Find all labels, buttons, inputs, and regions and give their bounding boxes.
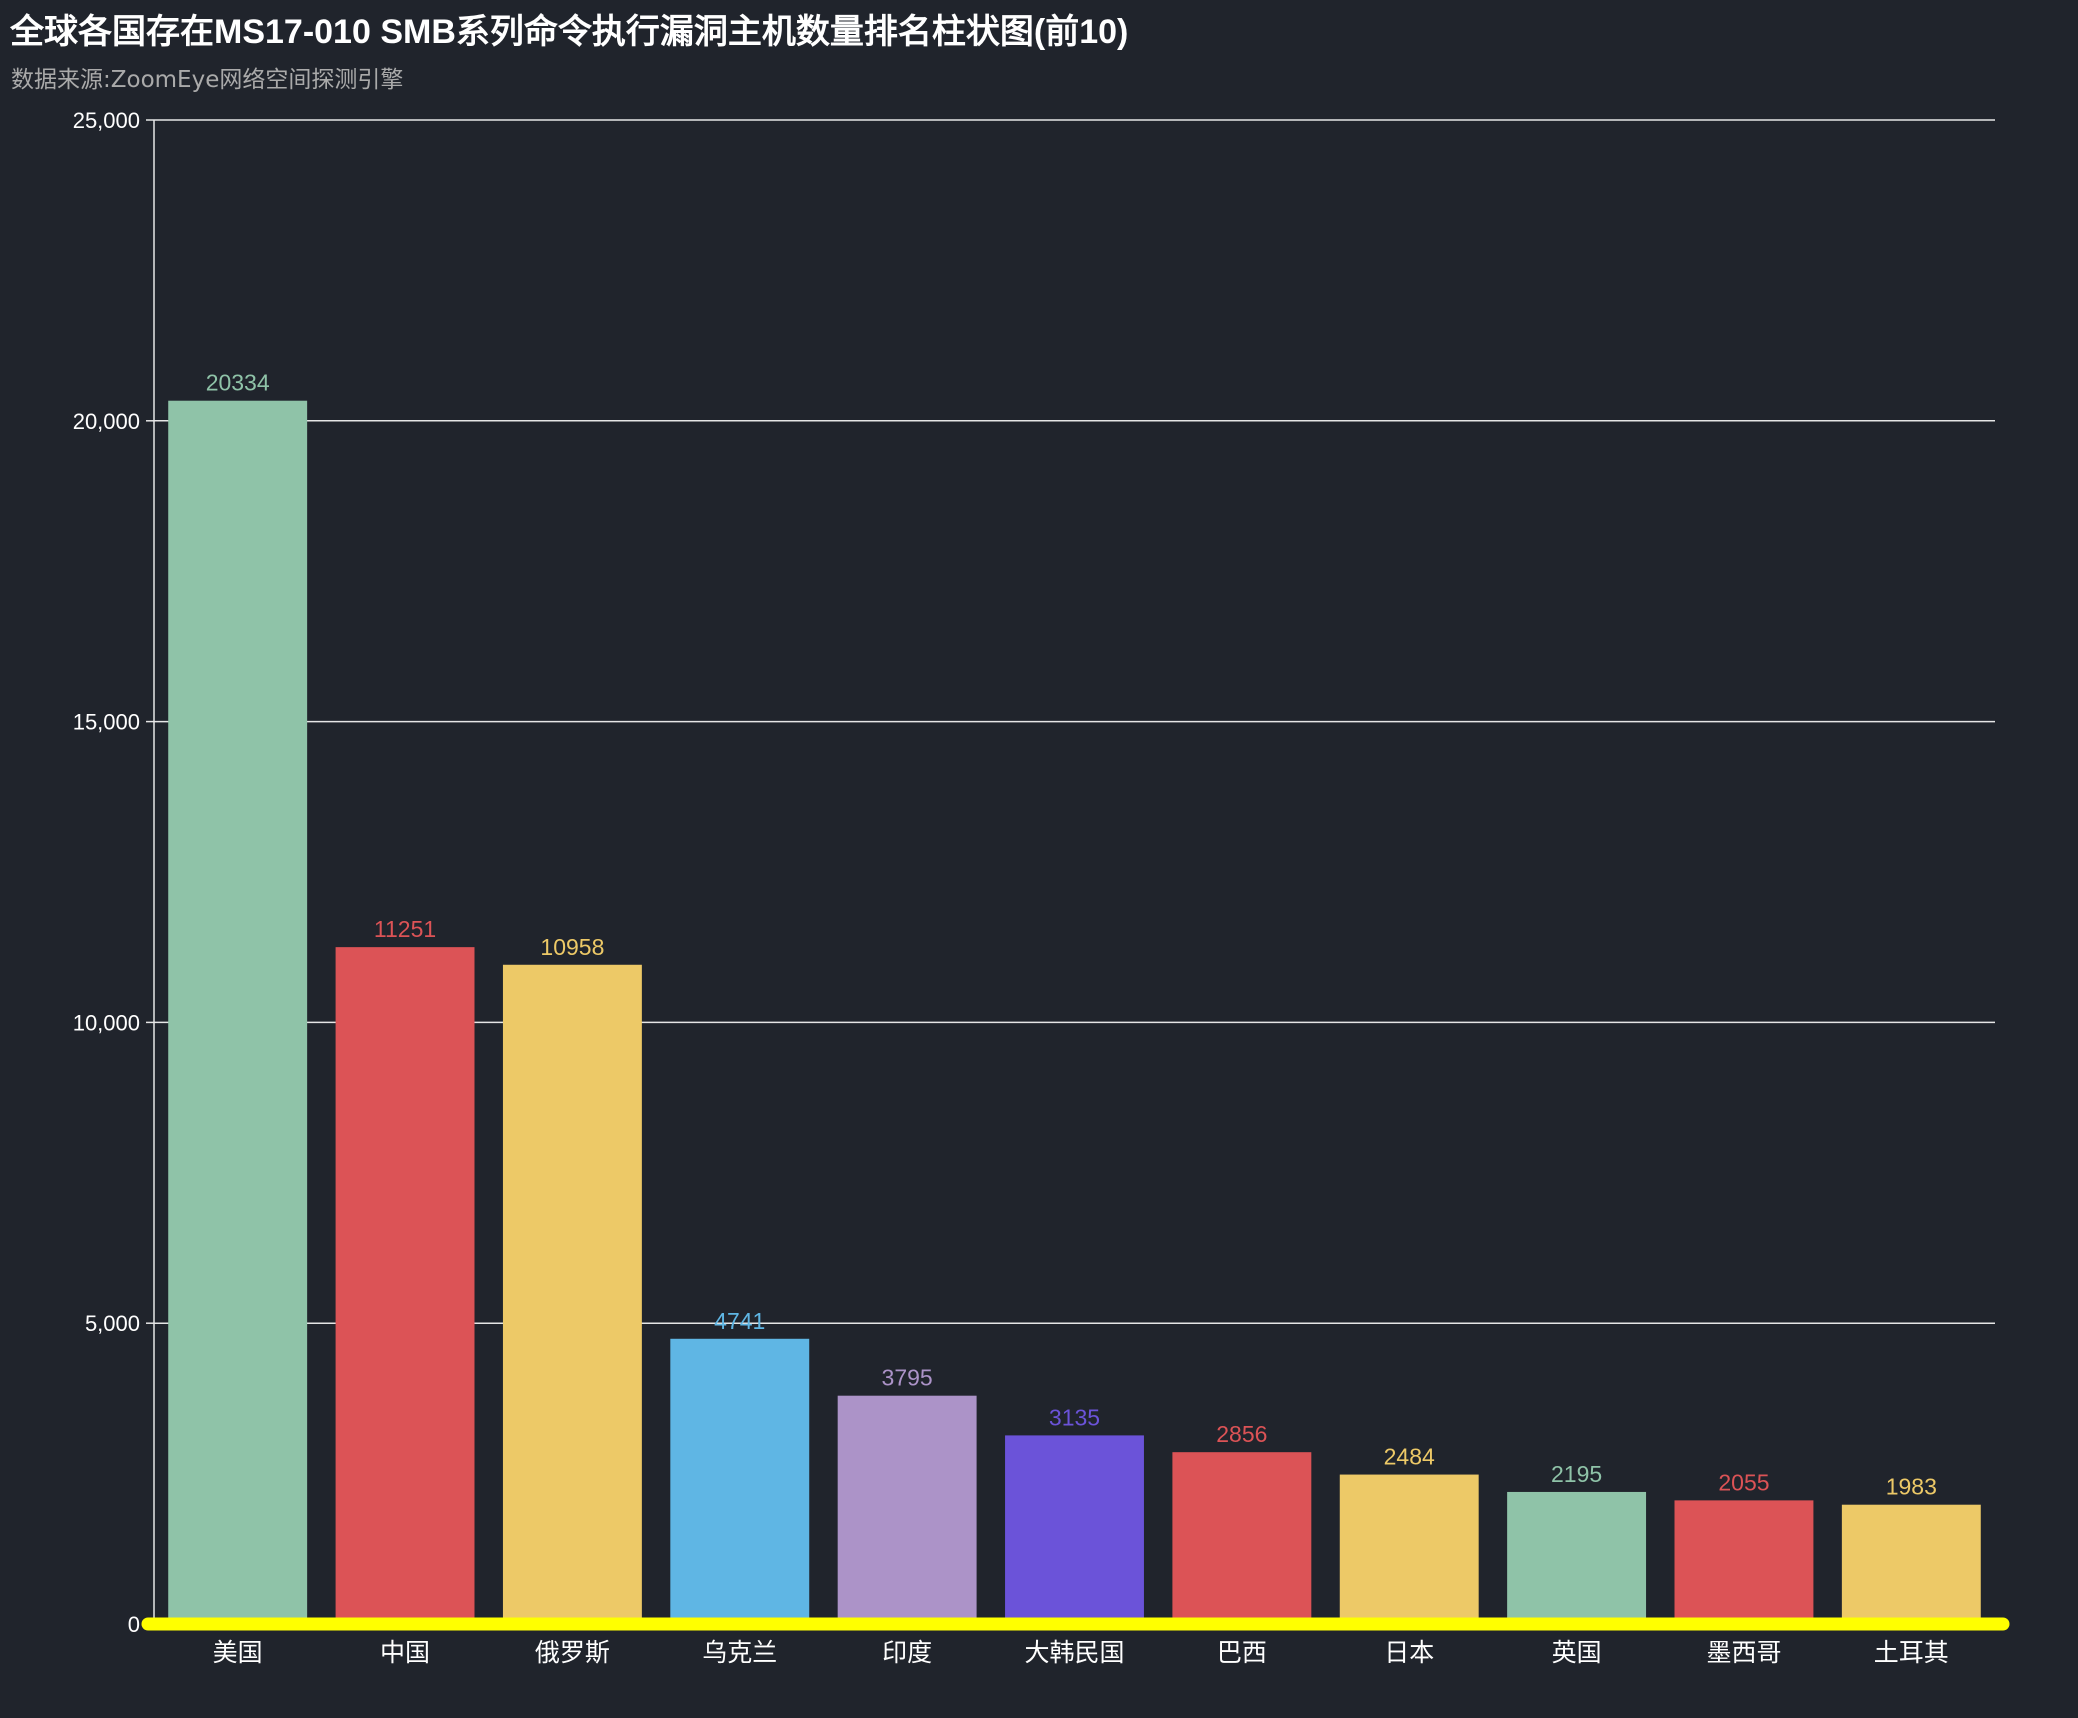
x-tick-label: 印度	[882, 1639, 932, 1667]
bar-value-label: 2856	[1216, 1421, 1267, 1447]
y-axis: 0 5,000 10,000 15,000 20,000 25,000	[73, 108, 155, 1637]
bar[interactable]	[1841, 1504, 1981, 1624]
x-tick-label: 巴西	[1217, 1639, 1267, 1667]
bar-value-label: 2055	[1718, 1469, 1769, 1495]
bar[interactable]	[1339, 1474, 1479, 1624]
bar-value-label: 2484	[1384, 1444, 1435, 1470]
bar-value-label: 11251	[374, 916, 436, 942]
bar[interactable]	[670, 1338, 810, 1624]
y-tick-label: 25,000	[73, 108, 140, 133]
bar[interactable]	[1005, 1435, 1144, 1624]
bars	[168, 400, 1981, 1625]
x-tick-label: 美国	[213, 1639, 263, 1667]
y-tick-label: 20,000	[73, 409, 140, 434]
bar-value-label: 20334	[206, 370, 270, 396]
x-tick-label: 俄罗斯	[535, 1639, 610, 1667]
x-tick-label: 大韩民国	[1024, 1639, 1124, 1667]
x-tick-label: 英国	[1552, 1639, 1602, 1667]
bar[interactable]	[1172, 1452, 1312, 1624]
y-tick-label: 15,000	[73, 710, 140, 735]
bar[interactable]	[1674, 1500, 1814, 1624]
x-tick-label: 土耳其	[1874, 1639, 1949, 1667]
y-tick-label: 0	[128, 1612, 140, 1637]
x-tick-label: 中国	[380, 1639, 430, 1667]
y-tick-label: 5,000	[85, 1311, 140, 1336]
bar-value-label: 10958	[540, 934, 604, 960]
chart-title: 全球各国存在MS17-010 SMB系列命令执行漏洞主机数量排名柱状图(前10)	[10, 13, 1129, 51]
bar[interactable]	[1507, 1491, 1647, 1624]
chart-subtitle: 数据来源:ZoomEye网络空间探测引擎	[11, 67, 404, 93]
bar-value-label: 4741	[714, 1308, 765, 1334]
x-tick-label: 墨西哥	[1706, 1639, 1781, 1667]
bar[interactable]	[168, 400, 308, 1625]
bar[interactable]	[502, 964, 642, 1624]
labels: 20334 美国 11251 中国 10958 俄罗斯 4741 乌克兰 3795 印度 3135 大…	[206, 370, 1949, 1667]
bar-value-label: 3795	[882, 1365, 933, 1391]
bar-value-label: 3135	[1049, 1404, 1100, 1430]
x-tick-label: 日本	[1384, 1639, 1434, 1667]
y-tick-label: 10,000	[73, 1010, 140, 1035]
bar-value-label: 1983	[1886, 1474, 1937, 1500]
bar[interactable]	[335, 947, 475, 1624]
bar[interactable]	[837, 1395, 977, 1624]
x-tick-label: 乌克兰	[702, 1639, 777, 1667]
bar-value-label: 2195	[1551, 1461, 1602, 1487]
